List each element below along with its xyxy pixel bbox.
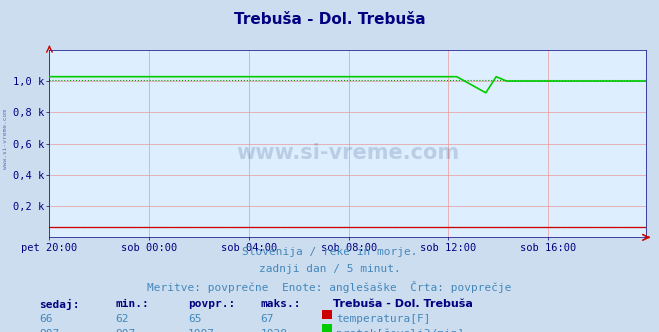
Text: 62: 62 [115, 314, 129, 324]
Text: Trebuša - Dol. Trebuša: Trebuša - Dol. Trebuša [234, 12, 425, 27]
Text: 907: 907 [40, 329, 60, 332]
Text: 67: 67 [260, 314, 273, 324]
Text: 1007: 1007 [188, 329, 215, 332]
Text: www.si-vreme.com: www.si-vreme.com [236, 143, 459, 163]
Text: www.si-vreme.com: www.si-vreme.com [3, 110, 8, 169]
Text: 66: 66 [40, 314, 53, 324]
Text: 907: 907 [115, 329, 136, 332]
Text: maks.:: maks.: [260, 299, 301, 309]
Text: povpr.:: povpr.: [188, 299, 235, 309]
Text: 1028: 1028 [260, 329, 287, 332]
Text: Trebuša - Dol. Trebuša: Trebuša - Dol. Trebuša [333, 299, 473, 309]
Text: 65: 65 [188, 314, 201, 324]
Text: Slovenija / reke in morje.: Slovenija / reke in morje. [242, 247, 417, 257]
Text: pretok[čevelj3/min]: pretok[čevelj3/min] [336, 329, 465, 332]
Text: sedaj:: sedaj: [40, 299, 80, 310]
Text: zadnji dan / 5 minut.: zadnji dan / 5 minut. [258, 264, 401, 274]
Text: min.:: min.: [115, 299, 149, 309]
Text: temperatura[F]: temperatura[F] [336, 314, 430, 324]
Text: Meritve: povprečne  Enote: anglešaške  Črta: povprečje: Meritve: povprečne Enote: anglešaške Črt… [147, 281, 512, 292]
